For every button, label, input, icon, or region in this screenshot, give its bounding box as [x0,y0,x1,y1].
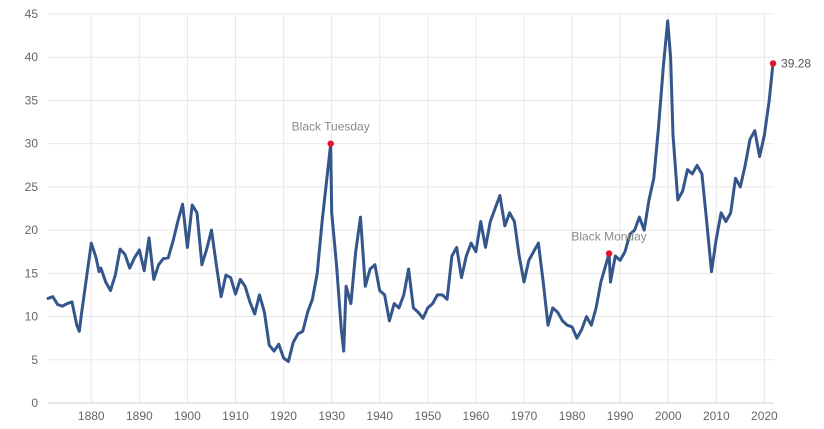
x-tick-label: 1950 [414,409,441,423]
latest-value-marker [769,60,777,67]
x-tick-label: 1980 [559,409,586,423]
x-tick-label: 1960 [463,409,490,423]
markers: Black Tuesday Black Monday 39.28 [292,56,811,257]
x-tick-label: 1910 [222,409,249,423]
x-tick-label: 2000 [655,409,682,423]
series-line [46,19,775,363]
x-tick-label: 1990 [607,409,634,423]
x-tick-label: 2020 [751,409,778,423]
annotation-marker [605,250,613,257]
y-tick-label: 0 [31,396,38,410]
x-tick-label: 1900 [174,409,201,423]
x-axis: 1880 1890 1900 1910 1920 1930 1940 1950 1960 1970… [48,402,778,423]
gridlines [48,13,774,404]
annotation-marker [327,140,334,147]
x-tick-label: 1920 [270,409,297,423]
x-tick-label: 1880 [78,409,105,423]
x-tick-label: 1970 [511,409,538,423]
annotation-label: Black Monday [571,229,646,243]
y-tick-label: 5 [31,353,38,367]
x-tick-label: 1930 [318,409,345,423]
y-tick-label: 15 [25,266,39,280]
y-tick-label: 10 [25,310,39,324]
latest-value-label: 39.28 [781,56,811,70]
y-tick-label: 35 [25,93,39,107]
y-axis: 0 5 10 15 20 25 30 35 40 45 [25,7,39,410]
y-tick-label: 30 [25,137,39,151]
y-tick-label: 25 [25,180,39,194]
x-tick-label: 1890 [126,409,153,423]
y-tick-label: 20 [25,223,39,237]
y-tick-label: 40 [25,50,39,64]
x-tick-label: 1940 [366,409,393,423]
y-tick-label: 45 [25,7,39,21]
annotation-label: Black Tuesday [292,120,370,134]
x-tick-label: 2010 [703,409,730,423]
